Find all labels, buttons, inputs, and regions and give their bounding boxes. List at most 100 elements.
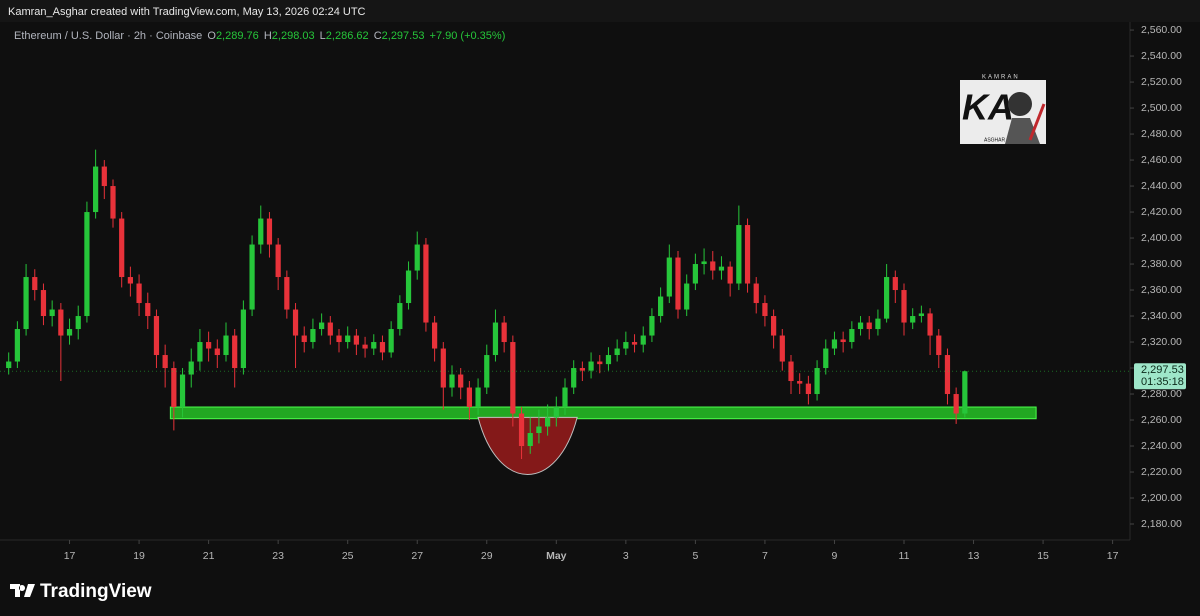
candle-body bbox=[466, 387, 472, 408]
candle-body bbox=[405, 270, 412, 304]
candle-body bbox=[40, 290, 47, 317]
y-tick-label: 2,180.00 bbox=[1141, 518, 1182, 530]
last-price-label: 2,297.53 bbox=[1141, 364, 1184, 376]
candle-body bbox=[805, 383, 811, 395]
legend-symbol: Ethereum / U.S. Dollar · 2h · Coinbase bbox=[14, 30, 202, 42]
watermark-mark: KA bbox=[962, 87, 1014, 128]
candle-body bbox=[6, 361, 12, 369]
candle-body bbox=[788, 361, 794, 382]
candle-body bbox=[136, 283, 142, 304]
candle-body bbox=[32, 277, 38, 291]
candle-body bbox=[918, 313, 924, 317]
candle-body bbox=[353, 335, 359, 345]
y-tick-label: 2,440.00 bbox=[1141, 180, 1182, 192]
x-tick-label: 21 bbox=[203, 550, 215, 562]
header-text: Kamran_Asghar created with TradingView.c… bbox=[8, 6, 366, 18]
candle-body bbox=[536, 426, 542, 434]
candle-body bbox=[562, 387, 568, 408]
candle-body bbox=[753, 283, 759, 304]
candle-body bbox=[814, 368, 820, 395]
x-tick-label: 17 bbox=[1107, 550, 1119, 562]
dip-curve bbox=[477, 416, 578, 475]
y-tick-label: 2,320.00 bbox=[1141, 336, 1182, 348]
y-tick-label: 2,360.00 bbox=[1141, 284, 1182, 296]
candle-body bbox=[892, 277, 898, 291]
candles bbox=[6, 149, 968, 460]
tv-logo-icon bbox=[10, 584, 35, 597]
candle-body bbox=[14, 329, 20, 362]
candle-body bbox=[327, 322, 333, 336]
candle-body bbox=[823, 348, 829, 369]
candle-body bbox=[927, 313, 933, 336]
candle-body bbox=[771, 316, 777, 336]
countdown-label: 01:35:18 bbox=[1141, 376, 1184, 388]
candle-body bbox=[362, 344, 368, 349]
candle-body bbox=[266, 218, 273, 245]
x-tick-label: 15 bbox=[1037, 550, 1049, 562]
y-tick-label: 2,260.00 bbox=[1141, 414, 1182, 426]
candle-body bbox=[292, 309, 299, 336]
x-tick-label: 5 bbox=[692, 550, 698, 562]
candle-body bbox=[866, 322, 872, 330]
candle-body bbox=[84, 212, 90, 317]
candle-body bbox=[527, 433, 533, 447]
candle-body bbox=[692, 264, 698, 284]
candle-body bbox=[649, 316, 655, 336]
legend-l: L bbox=[320, 30, 326, 42]
y-tick-label: 2,480.00 bbox=[1141, 128, 1182, 140]
x-tick-label: 19 bbox=[133, 550, 145, 562]
candle-body bbox=[666, 257, 672, 297]
support-zone bbox=[169, 406, 1037, 420]
y-tick-label: 2,500.00 bbox=[1141, 102, 1182, 114]
candle-body bbox=[684, 283, 690, 310]
watermark-top: KAMRAN bbox=[982, 75, 1020, 81]
candle-body bbox=[710, 261, 716, 271]
candle-body bbox=[49, 309, 55, 317]
candle-body bbox=[58, 309, 64, 336]
candle-body bbox=[849, 329, 855, 343]
candle-body bbox=[701, 261, 707, 265]
y-tick-label: 2,380.00 bbox=[1141, 258, 1182, 270]
candle-body bbox=[162, 355, 168, 369]
candle-body bbox=[492, 322, 499, 356]
y-tick-label: 2,540.00 bbox=[1141, 50, 1182, 62]
x-tick-label: 11 bbox=[899, 550, 910, 562]
candle-body bbox=[153, 316, 160, 356]
candle-body bbox=[23, 277, 29, 330]
candle-body bbox=[518, 413, 525, 447]
candle-body bbox=[614, 348, 620, 356]
candle-body bbox=[553, 407, 559, 418]
x-tick-label: 7 bbox=[762, 550, 768, 562]
last-price-tag bbox=[1134, 363, 1186, 390]
candle-body bbox=[936, 335, 942, 356]
candle-body bbox=[718, 266, 725, 271]
y-tick-label: 2,200.00 bbox=[1141, 492, 1182, 504]
legend-open: 2,289.76 bbox=[216, 30, 259, 42]
candle-body bbox=[962, 371, 968, 414]
candle-body bbox=[206, 342, 212, 349]
candle-body bbox=[119, 218, 125, 278]
candle-body bbox=[249, 244, 255, 310]
candle-body bbox=[379, 342, 386, 353]
legend-c: C bbox=[374, 30, 382, 42]
candle-body bbox=[336, 335, 342, 343]
legend: Ethereum / U.S. Dollar · 2h · Coinbase O… bbox=[14, 30, 505, 42]
y-tick-label: 2,520.00 bbox=[1141, 76, 1182, 88]
candle-body bbox=[840, 339, 846, 343]
candle-body bbox=[423, 244, 429, 323]
x-tick-label: 9 bbox=[832, 550, 838, 562]
header-bar bbox=[0, 0, 1200, 22]
candle-body bbox=[127, 277, 133, 284]
candle-body bbox=[484, 355, 490, 388]
candle-body bbox=[145, 303, 151, 317]
candle-body bbox=[440, 348, 446, 388]
watermark-bottom: ASGHAR bbox=[984, 137, 1006, 143]
candle-body bbox=[223, 335, 229, 356]
candle-body bbox=[284, 277, 290, 310]
candle-body bbox=[258, 218, 264, 245]
y-tick-label: 2,460.00 bbox=[1141, 154, 1182, 166]
candle-body bbox=[623, 342, 629, 349]
candle-body bbox=[640, 335, 646, 345]
y-tick-label: 2,560.00 bbox=[1141, 24, 1182, 36]
